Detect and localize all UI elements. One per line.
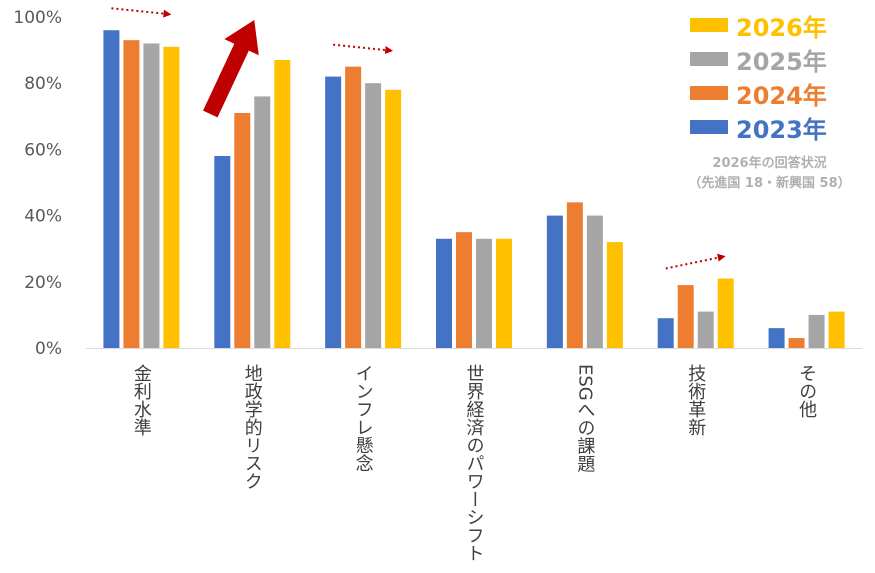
y-tick-label: 80% (24, 74, 62, 94)
note-line-1: 2026年の回答状況 (712, 156, 827, 171)
legend-item: 2023年 (690, 110, 827, 144)
trend-arrow (111, 7, 172, 18)
y-tick-label: 40% (24, 207, 62, 227)
bar (345, 66, 362, 349)
trend-arrow (665, 253, 726, 270)
legend-label: 2026年 (736, 13, 827, 42)
bar (828, 311, 845, 348)
bar (123, 40, 140, 349)
y-tick-label: 60% (24, 140, 62, 160)
legend-item: 2026年 (690, 8, 827, 42)
bar (214, 156, 231, 348)
trend-arrow-thick (203, 20, 259, 118)
response-note: 2026年の回答状況 （先進国 18・新興国 58） (672, 154, 867, 194)
bar (365, 83, 382, 348)
bar (254, 96, 271, 348)
bar (657, 318, 674, 348)
x-category-label: その他 (796, 364, 817, 418)
x-category-label: 金利水準 (131, 364, 152, 436)
bar (606, 242, 623, 348)
bar (103, 30, 120, 349)
bar (456, 232, 472, 348)
bar (385, 89, 402, 348)
legend: 2026年 2025年 2024年 2023年 (690, 8, 827, 144)
legend-label: 2025年 (736, 47, 827, 76)
legend-item: 2024年 (690, 76, 827, 110)
x-category-label: 技術革新 (685, 364, 706, 436)
trend-arrow (333, 43, 394, 55)
legend-swatch (690, 18, 728, 32)
bar (566, 202, 583, 348)
bar (496, 238, 512, 348)
bar (586, 215, 603, 348)
legend-swatch (690, 86, 728, 100)
bar (697, 311, 714, 348)
bar (788, 338, 805, 348)
bar (234, 112, 251, 349)
bar (768, 328, 785, 348)
note-line-2: （先進国 18・新興国 58） (688, 176, 851, 191)
x-category-label: インフレ懸念 (353, 364, 374, 472)
legend-label: 2024年 (736, 81, 827, 110)
bar (476, 238, 492, 348)
x-category-label: ESGへの課題 (574, 364, 595, 473)
bar (717, 278, 734, 348)
bar (436, 238, 452, 348)
legend-swatch (690, 52, 728, 66)
y-tick-label: 100% (13, 8, 62, 28)
bar (677, 285, 694, 348)
y-tick-label: 20% (24, 273, 62, 293)
x-category-label: 地政学的リスク (242, 364, 263, 490)
bar (163, 46, 180, 348)
legend-item: 2025年 (690, 42, 827, 76)
legend-label: 2023年 (736, 115, 827, 144)
legend-swatch (690, 120, 728, 134)
bar (546, 215, 563, 348)
bar (274, 60, 291, 348)
y-tick-label: 0% (35, 339, 62, 359)
bar (808, 314, 825, 348)
bar (325, 76, 342, 348)
x-category-label: 世界経済のパワーシフト (464, 364, 485, 562)
bar (143, 43, 160, 348)
